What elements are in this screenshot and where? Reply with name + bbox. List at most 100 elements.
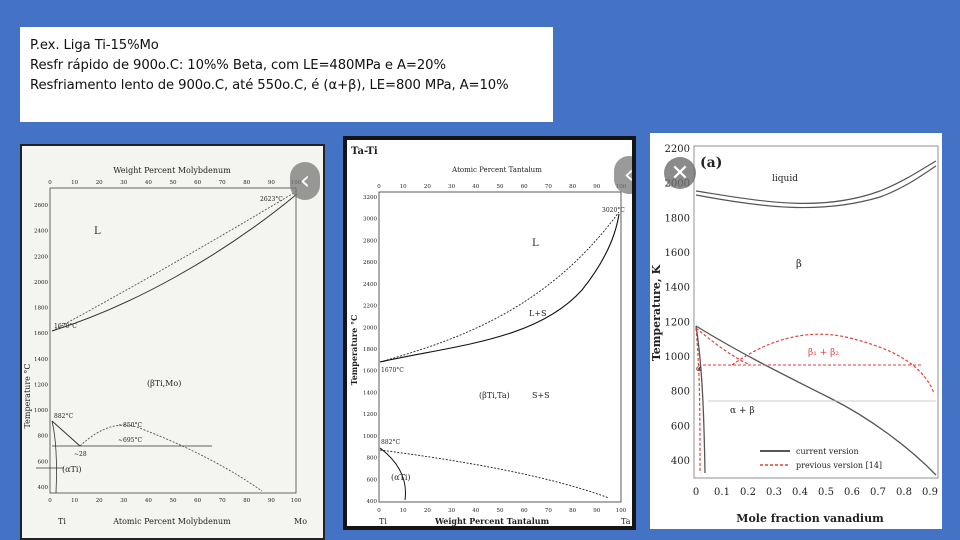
eutectoid-comp-label: ~28 — [74, 451, 87, 458]
chevron-left-icon[interactable]: ‹ — [614, 156, 632, 194]
tick-label: 50 — [170, 498, 177, 504]
tick-label: 2200 — [34, 254, 48, 260]
tick-label: 400 — [671, 456, 690, 467]
tick-label: 20 — [96, 180, 103, 186]
tick-label: 60 — [194, 498, 201, 504]
y-axis-title: Temperature, K — [650, 264, 663, 361]
tick-label: 70 — [545, 508, 552, 514]
y-axis-ticks: 2600 2400 2200 2000 1800 1600 1400 1200 1000 800 6… — [34, 203, 48, 491]
region-liquid-label: L — [532, 238, 539, 249]
tick-label: 1600 — [363, 369, 377, 375]
tick-label: 2600 — [363, 260, 377, 266]
close-icon[interactable]: ✕ — [664, 157, 696, 189]
region-liquid-label: liquid — [772, 174, 798, 184]
tick-label: 600 — [671, 421, 690, 432]
temp-695-label: ~695°C — [118, 437, 142, 444]
tick-label: 70 — [219, 180, 226, 186]
tick-label: 0 — [377, 508, 381, 514]
temp-850-label: ~850°C — [118, 422, 142, 429]
tick-label: 40 — [145, 180, 152, 186]
note-line-2: Resfr rápido de 900o.C: 10%% Beta, com L… — [30, 58, 446, 73]
tick-label: 100 — [616, 508, 627, 514]
plot-frame — [693, 145, 939, 479]
melt-mo-label: 2623°C — [260, 196, 283, 203]
tick-label: 30 — [120, 180, 127, 186]
tick-label: 80 — [569, 508, 576, 514]
panel-tag: (a) — [700, 155, 722, 171]
region-alpha-label: α — [696, 364, 702, 373]
top-axis-title: Atomic Percent Tantalum — [451, 166, 542, 174]
tick-label: 800 — [671, 387, 690, 398]
tick-label: 40 — [472, 184, 479, 190]
tick-label: 0.5 — [818, 487, 834, 498]
tick-label: 90 — [593, 508, 600, 514]
tick-label: 0 — [693, 487, 699, 498]
current-alpha-boundary-line — [695, 325, 706, 474]
tick-label: 3200 — [363, 195, 377, 201]
tick-label: 0.7 — [870, 487, 886, 498]
tick-label: 1200 — [363, 412, 377, 418]
tick-label: 3000 — [363, 217, 377, 223]
tick-label: 2200 — [665, 144, 690, 155]
tick-label: 50 — [497, 508, 504, 514]
tick-label: 90 — [268, 498, 275, 504]
chevron-left-icon[interactable]: ‹ — [290, 162, 320, 200]
legend-previous-label: previous version [14] — [796, 461, 882, 470]
tick-label: 1000 — [363, 434, 377, 440]
y-axis-ticks: 3200 3000 2800 2600 2400 2200 2000 1800 1600 1400… — [363, 195, 377, 505]
tick-label: 2800 — [363, 238, 377, 244]
bottom-axis-ticks: 0 10 20 30 40 50 60 70 80 90 100 — [377, 508, 626, 514]
region-alpha-beta-label: α + β — [730, 406, 755, 416]
region-beta-label: β — [796, 259, 802, 270]
tick-label: 600 — [367, 477, 378, 483]
x-axis-ticks: 0 0.1 0.2 0.3 0.4 0.5 0.6 0.7 0.8 0.9 — [693, 487, 938, 498]
x-axis-title: Mole fraction vanadium — [736, 512, 884, 525]
tick-label: 0 — [48, 498, 52, 504]
tick-label: 2400 — [363, 282, 377, 288]
tick-label: 0.2 — [740, 487, 756, 498]
tick-label: 40 — [145, 498, 152, 504]
beta-transus-line — [51, 420, 81, 447]
melt-ti-label: 1670°C — [54, 323, 77, 330]
tick-label: 80 — [569, 184, 576, 190]
transus-882-label: 882°C — [381, 439, 400, 446]
tick-label: 2200 — [363, 304, 377, 310]
beta-transus-line — [379, 449, 610, 499]
tick-label: 70 — [219, 498, 226, 504]
tick-label: 2000 — [363, 325, 377, 331]
solidus-line — [695, 165, 937, 209]
tick-label: 90 — [593, 184, 600, 190]
note-line-1: P.ex. Liga Ti-15%Mo — [30, 38, 159, 53]
tick-label: 30 — [448, 508, 455, 514]
right-element-label: Ta — [621, 517, 631, 526]
tick-label: 1000 — [665, 352, 690, 363]
tick-label: 70 — [545, 184, 552, 190]
tick-label: 10 — [71, 498, 78, 504]
tick-label: 60 — [521, 508, 528, 514]
tick-label: 10 — [400, 508, 407, 514]
tick-label: 80 — [243, 498, 250, 504]
tick-label: 90 — [268, 180, 275, 186]
liquidus-line — [379, 211, 620, 363]
tick-label: 800 — [367, 456, 378, 462]
tick-label: 1200 — [665, 317, 690, 328]
left-element-label: Ti — [58, 517, 66, 526]
tick-label: 0.1 — [714, 487, 730, 498]
tick-label: 0 — [377, 184, 381, 190]
miscibility-gap-line — [79, 424, 263, 492]
top-axis-title: Weight Percent Molybdenum — [113, 166, 231, 175]
tick-label: 10 — [400, 184, 407, 190]
diagram-title: Ta-Ti — [351, 146, 378, 157]
tick-label: 1600 — [34, 331, 48, 337]
solidus-line — [379, 213, 620, 363]
alpha-boundary-line — [379, 447, 406, 501]
tick-label: 0.3 — [766, 487, 782, 498]
tick-label: 600 — [38, 459, 49, 465]
region-beta-label: (βTi,Ta) — [479, 391, 510, 400]
tick-label: 2400 — [34, 229, 48, 235]
tick-label: 100 — [291, 498, 302, 504]
